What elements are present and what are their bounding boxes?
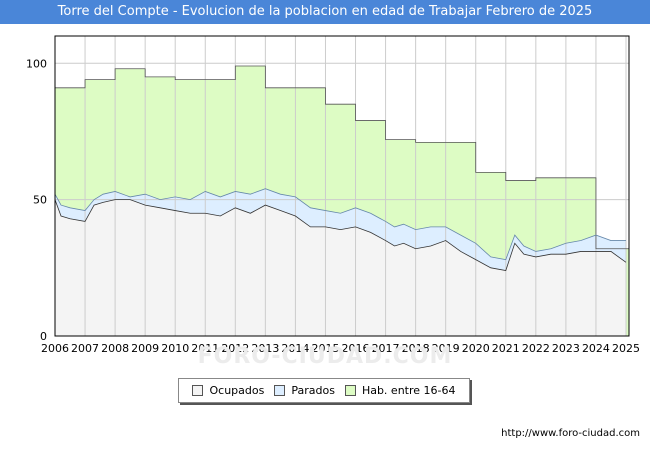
legend-item-parados: Parados (274, 384, 335, 397)
line-ocupados (54, 199, 627, 272)
watermark: FORO-CIUDAD.COM (197, 344, 453, 369)
legend-swatch-hab (344, 385, 356, 396)
legend-label-hab: Hab. entre 16-64 (361, 384, 456, 397)
line-parados (54, 188, 626, 261)
x-tick-label: 2008 (101, 342, 129, 355)
x-tick-label: 2009 (131, 342, 159, 355)
legend-label-ocupados: Ocupados (209, 384, 265, 397)
x-tick-label: 2010 (161, 342, 189, 355)
x-tick-label: 2023 (552, 342, 580, 355)
x-tick-label: 2021 (492, 342, 520, 355)
x-tick-label: 2022 (522, 342, 550, 355)
legend-swatch-parados (274, 385, 286, 396)
legend-item-hab: Hab. entre 16-64 (344, 384, 456, 397)
x-tick-label: 2012 (221, 342, 249, 355)
y-tick-label: 100 (26, 57, 47, 70)
legend-label-parados: Parados (291, 384, 335, 397)
x-tick-label: 2011 (191, 342, 219, 355)
x-tick-label: 2017 (372, 342, 400, 355)
plot-frame (54, 35, 630, 337)
legend: Ocupados Parados Hab. entre 16-64 (178, 378, 470, 403)
x-tick-label: 2019 (432, 342, 460, 355)
x-tick-label: 2013 (251, 342, 279, 355)
x-tick-label: 2007 (71, 342, 99, 355)
x-tick-label: 2015 (311, 342, 339, 355)
x-tick-label: 2014 (281, 342, 309, 355)
x-tick-label: 2018 (402, 342, 430, 355)
x-tick-label: 2016 (342, 342, 370, 355)
x-tick-label: 2024 (582, 342, 610, 355)
x-tick-label: 2020 (462, 342, 490, 355)
source-url: http://www.foro-ciudad.com (501, 428, 640, 439)
line-hab (55, 65, 629, 250)
chart-title: Torre del Compte - Evolucion de la pobla… (0, 0, 650, 24)
legend-item-ocupados: Ocupados (192, 384, 264, 397)
x-tick-label: 2025 (612, 342, 640, 355)
y-tick-label: 0 (40, 330, 47, 343)
y-tick-label: 50 (33, 194, 47, 207)
x-tick-label: 2006 (41, 342, 69, 355)
area-ocupados (55, 199, 626, 336)
legend-swatch-ocupados (192, 385, 204, 396)
